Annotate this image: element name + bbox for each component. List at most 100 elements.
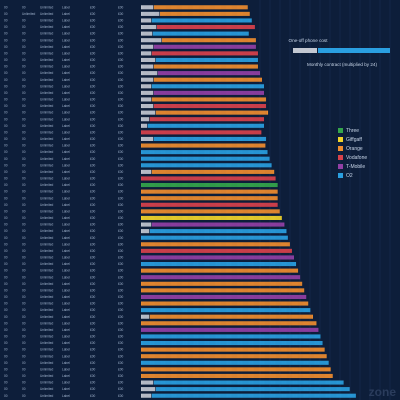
- table-cell: £00: [118, 341, 124, 345]
- table-cell: 00: [4, 78, 8, 82]
- table-cell: Unlimited: [40, 328, 54, 332]
- table-cell: £00: [118, 38, 124, 42]
- table-cell: £00: [90, 137, 96, 141]
- table-cell: 00: [22, 104, 26, 108]
- table-cell: 00: [22, 71, 26, 75]
- phone-cost-bar: [141, 90, 154, 95]
- table-cell: £00: [90, 25, 96, 29]
- phone-cost-bar: [141, 229, 150, 234]
- table-cell: Label: [62, 361, 70, 365]
- table-cell: Label: [62, 84, 70, 88]
- table-cell: £00: [90, 341, 96, 345]
- table-cell: Label: [62, 308, 70, 312]
- table-cell: 00: [22, 32, 26, 36]
- table-cell: 00: [22, 262, 26, 266]
- monthly-cost-bar: [153, 104, 267, 109]
- table-cell: 00: [22, 302, 26, 306]
- phone-cost-bar: [141, 64, 154, 69]
- table-cell: 00: [4, 124, 8, 128]
- table-cell: £00: [118, 196, 124, 200]
- table-cell: 00: [4, 12, 8, 16]
- monthly-cost-bar: [149, 117, 264, 122]
- table-cell: 00: [4, 256, 8, 260]
- monthly-cost-bar: [141, 176, 276, 181]
- table-cell: Label: [62, 216, 70, 220]
- table-cell: 00: [4, 98, 8, 102]
- table-cell: £00: [90, 12, 96, 16]
- table-cell: 00: [4, 58, 8, 62]
- table-cell: 00: [22, 269, 26, 273]
- table-cell: £00: [118, 308, 124, 312]
- table-cell: £00: [118, 177, 124, 181]
- monthly-cost-bar: [141, 183, 278, 188]
- table-cell: Unlimited: [40, 354, 54, 358]
- table-cell: 00: [4, 130, 8, 134]
- table-cell: 00: [4, 341, 8, 345]
- table-cell: Unlimited: [40, 45, 54, 49]
- table-cell: £00: [118, 58, 124, 62]
- phone-cost-bar: [141, 18, 152, 23]
- table-cell: 00: [4, 381, 8, 385]
- table-cell: Label: [62, 144, 70, 148]
- table-cell: £00: [90, 348, 96, 352]
- table-cell: 00: [4, 354, 8, 358]
- table-cell: £00: [90, 163, 96, 167]
- table-cell: 00: [22, 150, 26, 154]
- table-cell: 00: [22, 157, 26, 161]
- table-cell: Label: [62, 190, 70, 194]
- table-cell: £00: [118, 223, 124, 227]
- table-cell: £00: [118, 51, 124, 55]
- table-cell: 00: [4, 111, 8, 115]
- table-cell: Unlimited: [40, 25, 54, 29]
- phone-cost-bar: [141, 51, 152, 56]
- table-cell: £00: [90, 249, 96, 253]
- table-cell: £00: [118, 203, 124, 207]
- table-cell: 00: [4, 302, 8, 306]
- table-cell: Unlimited: [40, 157, 54, 161]
- table-cell: £00: [90, 223, 96, 227]
- table-cell: Unlimited: [40, 84, 54, 88]
- table-cell: 00: [4, 25, 8, 29]
- table-cell: 00: [22, 256, 26, 260]
- table-cell: Label: [62, 12, 70, 16]
- table-cell: £00: [90, 45, 96, 49]
- table-cell: £00: [90, 196, 96, 200]
- table-cell: 00: [22, 288, 26, 292]
- table-cell: £00: [118, 190, 124, 194]
- monthly-cost-bar: [141, 202, 278, 207]
- table-cell: Unlimited: [40, 394, 54, 398]
- table-cell: £00: [90, 91, 96, 95]
- table-cell: 00: [22, 216, 26, 220]
- table-cell: Label: [62, 242, 70, 246]
- table-cell: Unlimited: [40, 124, 54, 128]
- table-cell: £00: [90, 150, 96, 154]
- table-cell: Label: [62, 209, 70, 213]
- table-cell: 00: [4, 183, 8, 187]
- table-cell: 00: [22, 163, 26, 167]
- table-cell: Unlimited: [22, 12, 36, 16]
- table-cell: £00: [118, 348, 124, 352]
- table-cell: 00: [22, 348, 26, 352]
- table-cell: Label: [62, 157, 70, 161]
- table-cell: Unlimited: [40, 381, 54, 385]
- table-cell: £00: [118, 117, 124, 121]
- cost-bars: [141, 5, 356, 398]
- table-cell: £00: [118, 71, 124, 75]
- table-cell: 00: [4, 65, 8, 69]
- monthly-cost-bar: [151, 18, 252, 23]
- table-cell: Unlimited: [40, 282, 54, 286]
- table-cell: Unlimited: [40, 288, 54, 292]
- table-cell: Unlimited: [40, 209, 54, 213]
- table-cell: 00: [4, 209, 8, 213]
- table-cell: Unlimited: [40, 163, 54, 167]
- phone-cost-bar: [141, 110, 156, 115]
- table-cell: Label: [62, 394, 70, 398]
- table-cell: Label: [62, 367, 70, 371]
- table-cell: Unlimited: [40, 170, 54, 174]
- table-cell: £00: [90, 104, 96, 108]
- table-cell: 00: [22, 91, 26, 95]
- table-cell: £00: [90, 229, 96, 233]
- phone-cost-bar: [141, 222, 152, 227]
- table-cell: 00: [4, 170, 8, 174]
